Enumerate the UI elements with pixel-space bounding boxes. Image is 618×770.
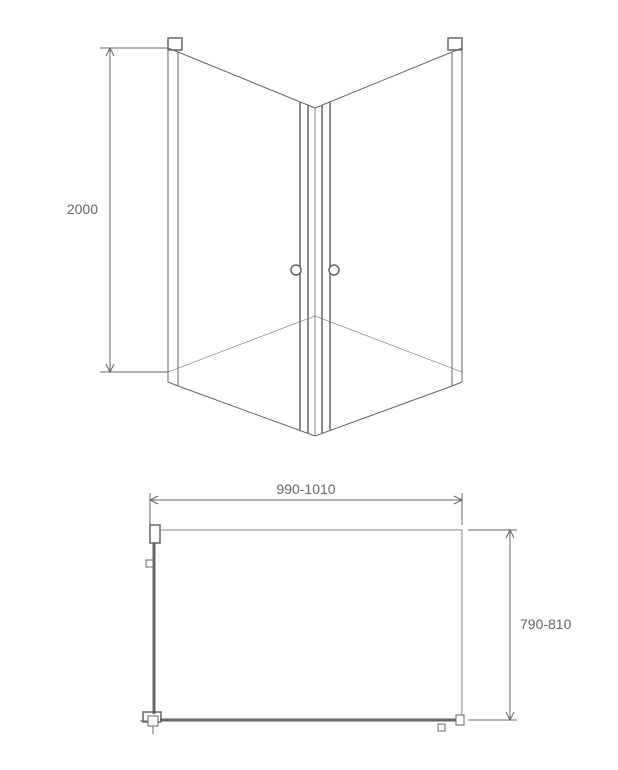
depth-dimension bbox=[468, 530, 517, 720]
right-wall-profile bbox=[452, 48, 462, 386]
left-door-knob bbox=[291, 265, 301, 275]
width-dimension bbox=[150, 493, 462, 525]
plan-left-door-knob bbox=[146, 560, 153, 567]
width-dimension-label: 990-1010 bbox=[276, 481, 335, 497]
perspective-view: 2000 bbox=[67, 38, 462, 436]
plan-bottom-door-endcap bbox=[456, 715, 464, 725]
left-wall-profile bbox=[168, 48, 178, 386]
right-door-edge bbox=[322, 102, 330, 433]
plan-wall-outline bbox=[150, 530, 462, 720]
technical-drawing: 2000 bbox=[0, 0, 618, 770]
plan-bottom-door-knob bbox=[438, 724, 445, 731]
right-door-knob bbox=[329, 265, 339, 275]
top-edges bbox=[178, 52, 452, 108]
plan-top-wall-profile bbox=[150, 525, 160, 543]
height-dimension bbox=[100, 48, 168, 372]
height-dimension-label: 2000 bbox=[67, 201, 98, 217]
top-brackets bbox=[168, 38, 462, 50]
left-door-edge bbox=[300, 102, 308, 433]
plan-view: 990-1010 790-810 bbox=[140, 481, 572, 734]
depth-dimension-label: 790-810 bbox=[520, 616, 572, 632]
